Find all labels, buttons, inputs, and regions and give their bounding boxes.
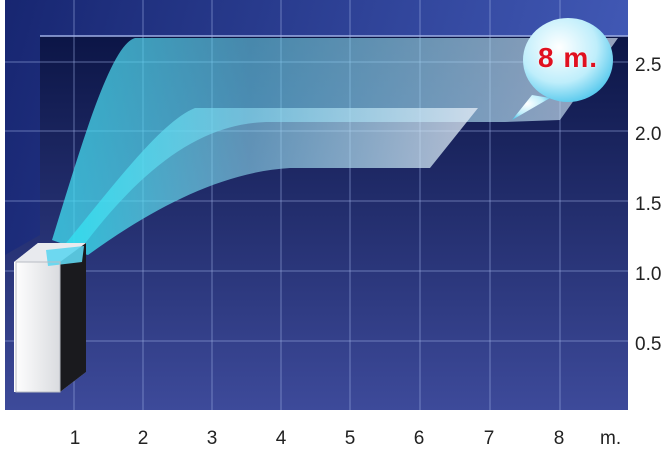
airflow-beam-high bbox=[52, 38, 618, 250]
x-tick-label: 4 bbox=[275, 428, 287, 449]
airflow-beam-low bbox=[62, 108, 478, 255]
y-tick-label: 2.0 bbox=[635, 124, 662, 145]
y-tick-label: 1.5 bbox=[635, 194, 662, 215]
y-tick-label: 1.0 bbox=[635, 264, 662, 285]
y-tick-label: 0.5 bbox=[635, 334, 662, 355]
x-tick-label: 8 bbox=[553, 428, 565, 449]
callout-text: 8 m. bbox=[537, 42, 599, 73]
x-tick-label: 6 bbox=[413, 428, 425, 449]
distance-callout bbox=[512, 18, 613, 120]
x-tick-label: 2 bbox=[137, 428, 149, 449]
x-tick-label: 3 bbox=[206, 428, 218, 449]
x-unit-label: m. bbox=[600, 428, 622, 449]
x-tick-label: 5 bbox=[344, 428, 356, 449]
y-tick-label: 2.5 bbox=[635, 55, 662, 76]
air-conditioner-unit bbox=[14, 243, 86, 393]
x-tick-label: 1 bbox=[69, 428, 81, 449]
x-tick-label: 7 bbox=[483, 428, 495, 449]
